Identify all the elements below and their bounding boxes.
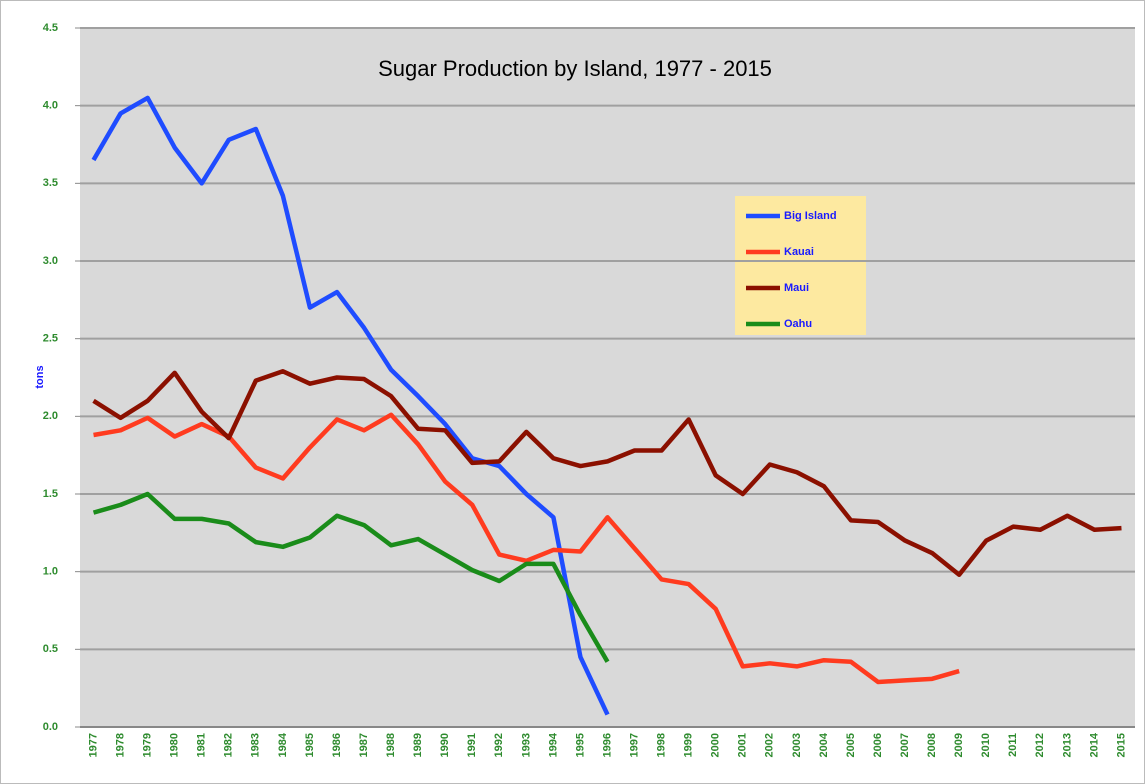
y-tick-label: 4.0 (43, 100, 58, 112)
plot-area (80, 28, 1135, 727)
series-line (92, 491, 610, 663)
x-tick-label: 2008 (926, 733, 938, 757)
y-axis-label: tons (34, 365, 46, 388)
x-tick-label: 1978 (114, 733, 126, 757)
series-line (93, 412, 960, 685)
legend-label: Maui (784, 282, 809, 294)
x-tick-label: 1985 (304, 733, 316, 757)
y-tick-label: 2.0 (43, 410, 58, 422)
x-tick-label: 1980 (169, 733, 181, 757)
x-tick-label: 1981 (196, 733, 208, 757)
x-tick-label: 1979 (142, 733, 154, 757)
y-tick-label: 1.5 (43, 488, 58, 500)
x-tick-label: 2001 (737, 733, 749, 757)
x-tick-label: 1988 (385, 733, 397, 757)
legend-label: Big Island (784, 210, 837, 222)
legend-box (735, 196, 866, 335)
x-tick-label: 2011 (1007, 733, 1019, 757)
chart-title: Sugar Production by Island, 1977 - 2015 (378, 56, 772, 81)
x-tick-label: 2010 (980, 733, 992, 757)
x-tick-label: 2009 (953, 733, 965, 757)
x-tick-label: 2007 (899, 733, 911, 757)
series-line (92, 369, 1122, 578)
x-tick-label: 1987 (358, 733, 370, 757)
x-tick-label: 1998 (656, 733, 668, 757)
x-tick-label: 1997 (628, 733, 640, 757)
y-tick-label: 1.0 (43, 566, 58, 578)
y-tick-label: 0.0 (43, 721, 58, 733)
x-tick-label: 2015 (1115, 733, 1127, 757)
x-tick-label: 2006 (872, 733, 884, 757)
y-tick-label: 3.0 (43, 255, 58, 267)
x-tick-label: 2000 (710, 733, 722, 757)
y-tick-label: 3.5 (43, 177, 58, 189)
x-tick-label: 1996 (601, 733, 613, 757)
x-tick-label: 1982 (223, 733, 235, 757)
x-tick-label: 1983 (250, 733, 262, 757)
x-tick-label: 1995 (574, 733, 586, 757)
x-tick-label: 1993 (520, 733, 532, 757)
x-tick-label: 2003 (791, 733, 803, 757)
series-line (91, 95, 610, 716)
x-tick-label: 2005 (845, 733, 857, 757)
y-tick-label: 0.5 (43, 643, 58, 655)
y-tick-label: 2.5 (43, 333, 58, 345)
x-tick-label: 2013 (1061, 733, 1073, 757)
x-tick-label: 1977 (87, 733, 99, 757)
x-tick-label: 1992 (493, 733, 505, 757)
x-tick-label: 1990 (439, 733, 451, 757)
x-tick-label: 1994 (547, 732, 559, 757)
x-tick-label: 2002 (764, 733, 776, 757)
x-tick-label: 1984 (277, 732, 289, 757)
x-tick-label: 1986 (331, 733, 343, 757)
legend-label: Kauai (784, 246, 814, 258)
x-tick-label: 2012 (1034, 733, 1046, 757)
x-tick-label: 1991 (466, 733, 478, 757)
legend-label: Oahu (784, 318, 812, 330)
y-tick-label: 4.5 (43, 22, 58, 34)
x-tick-label: 2004 (818, 732, 830, 757)
x-tick-label: 1989 (412, 733, 424, 757)
x-tick-label: 2014 (1088, 732, 1100, 757)
x-tick-label: 1999 (683, 733, 695, 757)
